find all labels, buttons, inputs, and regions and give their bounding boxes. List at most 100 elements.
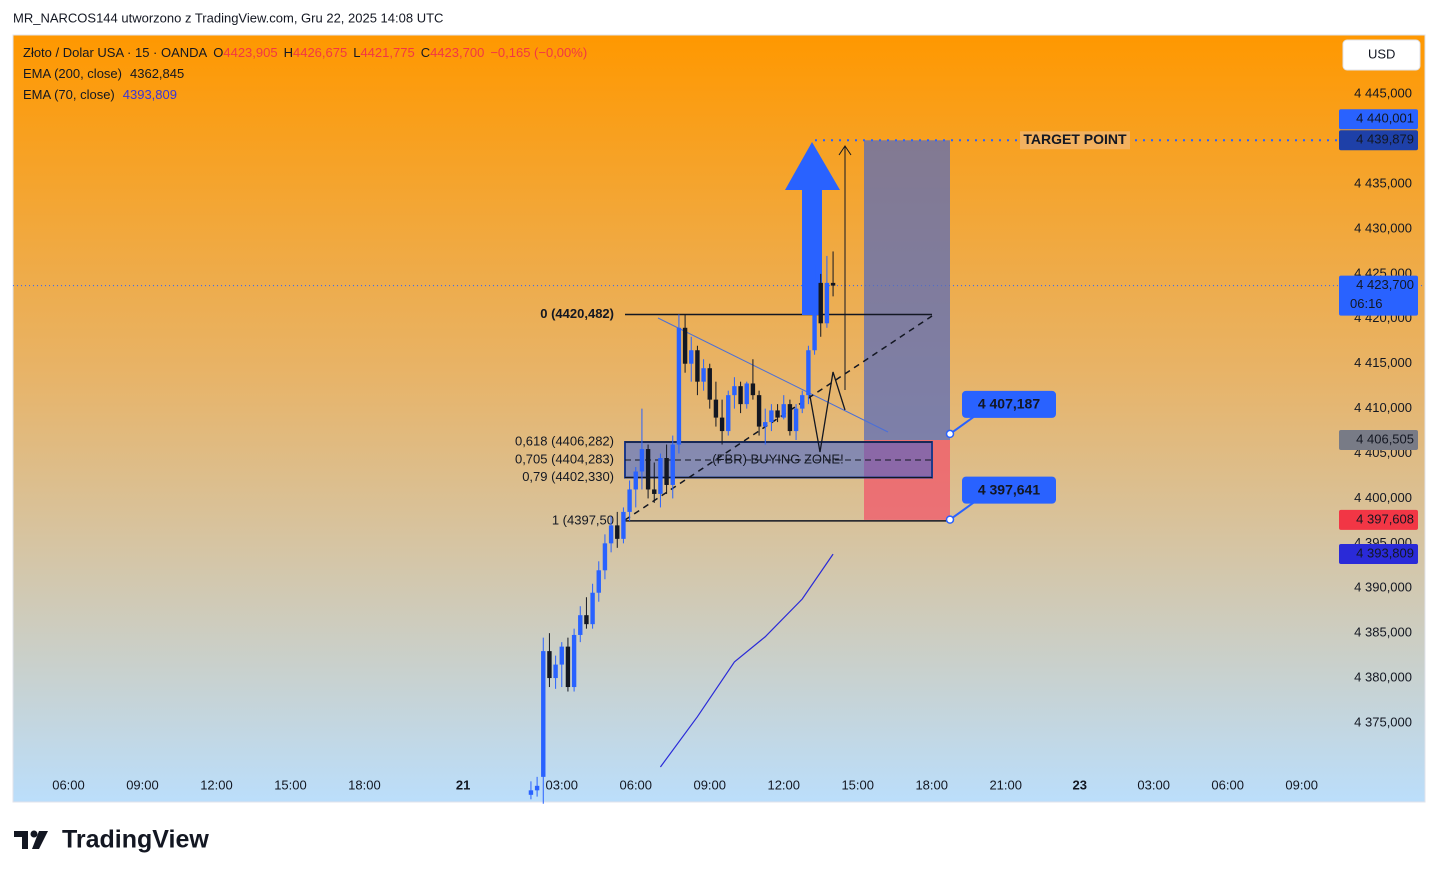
x-tick-label: 18:00 (348, 777, 381, 792)
callout-label: 4 407,187 (978, 396, 1040, 412)
candle-body (695, 350, 700, 382)
candle-body (633, 471, 638, 490)
price-badge-label: 4 406,505 (1356, 431, 1414, 446)
y-tick-label: 4 390,000 (1354, 580, 1412, 595)
candle-body (769, 410, 774, 423)
chart-area (12, 34, 1426, 803)
target-label-bg (1020, 131, 1130, 150)
candle-body (565, 646, 571, 688)
trend-line (657, 317, 889, 433)
ohlc-value: 4423,905 (223, 45, 277, 60)
price-badge (1339, 430, 1418, 451)
candle-body (645, 449, 651, 490)
callout-label: 4 397,641 (978, 481, 1040, 497)
big-arrow (785, 142, 840, 315)
callout-box (962, 390, 1056, 418)
target-label: TARGET POINT (1023, 131, 1127, 147)
y-tick-label: 4 380,000 (1354, 669, 1412, 684)
x-tick-label: 06:00 (619, 777, 652, 792)
fib-label: 0,705 (4404,283) (515, 451, 614, 466)
candle-body (602, 543, 608, 571)
candle-body (793, 408, 799, 432)
x-tick-label: 09:00 (1285, 777, 1318, 792)
legend-line: Złoto / Dolar USA · 15 · OANDA O4423,905 H… (23, 45, 587, 60)
legend-line: EMA (70, close) 4393,809 (23, 87, 177, 102)
candle-body (676, 327, 682, 445)
countdown: 06:16 (1350, 296, 1383, 311)
drawings (624, 142, 933, 521)
candle-body (738, 386, 743, 405)
ohlc-key: L (353, 45, 360, 60)
candle-body (750, 383, 756, 396)
fib-label: 1 (4397,50 (552, 512, 614, 527)
price-badge-label: 4 423,700 (1356, 277, 1414, 292)
x-tick-label: 15:00 (841, 777, 874, 792)
candle-body (534, 785, 540, 791)
ohlc-value: 4423,700 (430, 45, 484, 60)
candle-body (627, 489, 632, 512)
candle-body (701, 368, 706, 382)
symbol-name: Złoto / Dolar USA · 15 · OANDA (23, 45, 208, 60)
price-badge (1339, 109, 1418, 130)
callout-box (962, 476, 1056, 504)
x-tick-label: 23 (1072, 777, 1086, 792)
candle-body (608, 525, 614, 544)
candle-body (830, 282, 836, 286)
price-badge (1339, 544, 1418, 565)
y-tick-label: 4 375,000 (1354, 714, 1412, 729)
price-badge-label: 4 397,608 (1356, 511, 1414, 526)
y-tick-label: 4 415,000 (1354, 355, 1412, 370)
candle-body (658, 458, 663, 494)
y-tick-label: 4 435,000 (1354, 176, 1412, 191)
candle-body (713, 399, 719, 418)
fib-label: 0,618 (4406,282) (515, 433, 614, 448)
currency-button[interactable] (1342, 39, 1421, 71)
callout-pointer (949, 415, 976, 435)
callout-anchor (945, 515, 955, 524)
candle-body (615, 525, 620, 539)
candle-body (824, 282, 830, 324)
candle-body (689, 350, 694, 364)
y-tick-label: 4 410,000 (1354, 400, 1412, 415)
x-tick-label: 03:00 (1137, 777, 1170, 792)
candle-body (781, 404, 786, 418)
y-tick-label: 4 385,000 (1354, 625, 1412, 640)
callout-pointer (949, 500, 976, 521)
x-tick-label: 03:00 (545, 777, 578, 792)
price-badge-label: 4 440,001 (1356, 111, 1414, 126)
candle-body (547, 651, 552, 679)
candle-body (787, 404, 793, 432)
candle-body (732, 386, 737, 396)
price-badge (1339, 275, 1418, 316)
x-tick-label: 09:00 (693, 777, 726, 792)
zigzag (807, 371, 846, 453)
legend-line: EMA (200, close) 4362,845 (23, 66, 184, 81)
change: −0,165 (−0,00%) (490, 45, 587, 60)
x-tick-label: 12:00 (200, 777, 233, 792)
x-tick-label: 18:00 (915, 777, 948, 792)
price-badge-label: 4 439,879 (1356, 132, 1414, 147)
candle-body (559, 646, 564, 665)
candle-body (584, 615, 589, 625)
candle-body (818, 282, 823, 324)
indicator-value: 4393,809 (123, 87, 177, 102)
ohlc-value: 4421,775 (360, 45, 414, 60)
x-tick-label: 09:00 (126, 777, 159, 792)
candle-body (800, 395, 805, 409)
ohlc-key: O (213, 45, 223, 60)
fib-label: 0,79 (4402,330) (522, 469, 614, 484)
candle-body (670, 444, 675, 485)
candle-body (682, 327, 688, 364)
candle-body (806, 350, 811, 396)
zone-label: (FBR) BUYING ZONE! (712, 451, 843, 466)
x-tick-label: 15:00 (274, 777, 307, 792)
candle-body (528, 790, 534, 795)
price-badge (1339, 130, 1418, 151)
arrow-head (838, 145, 852, 156)
candle-body (812, 282, 817, 351)
candle-body (763, 422, 768, 427)
candle-body (756, 395, 762, 427)
candle-body (639, 449, 645, 472)
candle-body (541, 651, 546, 777)
